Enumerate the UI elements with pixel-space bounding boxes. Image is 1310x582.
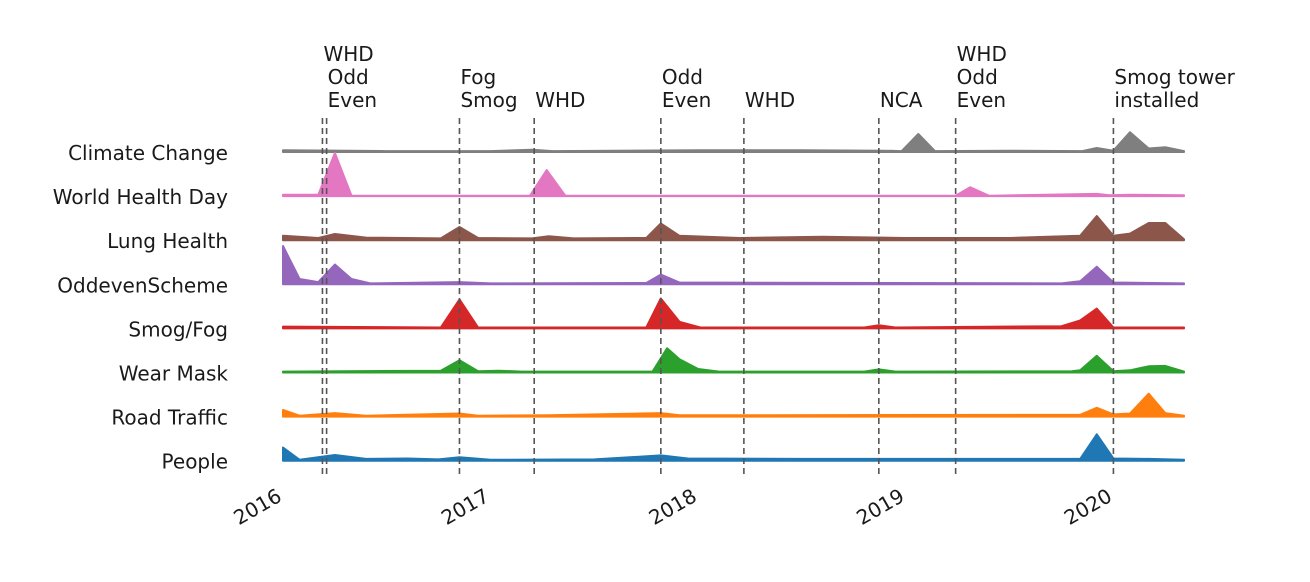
- event-label: installed: [1114, 88, 1199, 112]
- event-label: WHD: [323, 42, 373, 66]
- event-label: Odd: [662, 65, 703, 89]
- series-label: Road Traffic: [111, 406, 228, 430]
- ridge-area: [282, 152, 1185, 198]
- ridge-area: [282, 131, 1185, 153]
- event-label: WHD: [957, 42, 1007, 66]
- event-label: Even: [328, 88, 377, 112]
- event-label: Even: [662, 88, 711, 112]
- event-label: WHD: [535, 88, 585, 112]
- series-label: World Health Day: [53, 185, 228, 209]
- series-label: OddevenScheme: [57, 273, 228, 297]
- ridge-area: [282, 433, 1185, 462]
- ridge-area: [282, 392, 1185, 418]
- series-label: Smog/Fog: [128, 317, 228, 341]
- event-label: Smog: [460, 88, 517, 112]
- x-tick-label: 2019: [852, 484, 908, 530]
- event-label: Odd: [957, 65, 998, 89]
- event-label: NCA: [880, 88, 923, 112]
- ridge-area: [282, 297, 1185, 330]
- series-label: Wear Mask: [119, 362, 229, 386]
- x-tick-label: 2018: [645, 484, 701, 530]
- event-label: WHD: [745, 88, 795, 112]
- event-label: Odd: [328, 65, 369, 89]
- ridge-area: [282, 215, 1185, 242]
- series-label: People: [162, 450, 228, 474]
- event-label: Fog: [460, 65, 496, 89]
- x-tick-label: 2020: [1060, 484, 1116, 530]
- event-label: Even: [957, 88, 1006, 112]
- ridge-area: [282, 347, 1185, 374]
- ridge-area: [282, 245, 1185, 286]
- event-label: Smog tower: [1114, 65, 1235, 89]
- x-tick-label: 2017: [437, 484, 493, 530]
- series-label: Lung Health: [107, 229, 228, 253]
- series-label: Climate Change: [68, 141, 228, 165]
- x-tick-label: 2016: [229, 484, 285, 530]
